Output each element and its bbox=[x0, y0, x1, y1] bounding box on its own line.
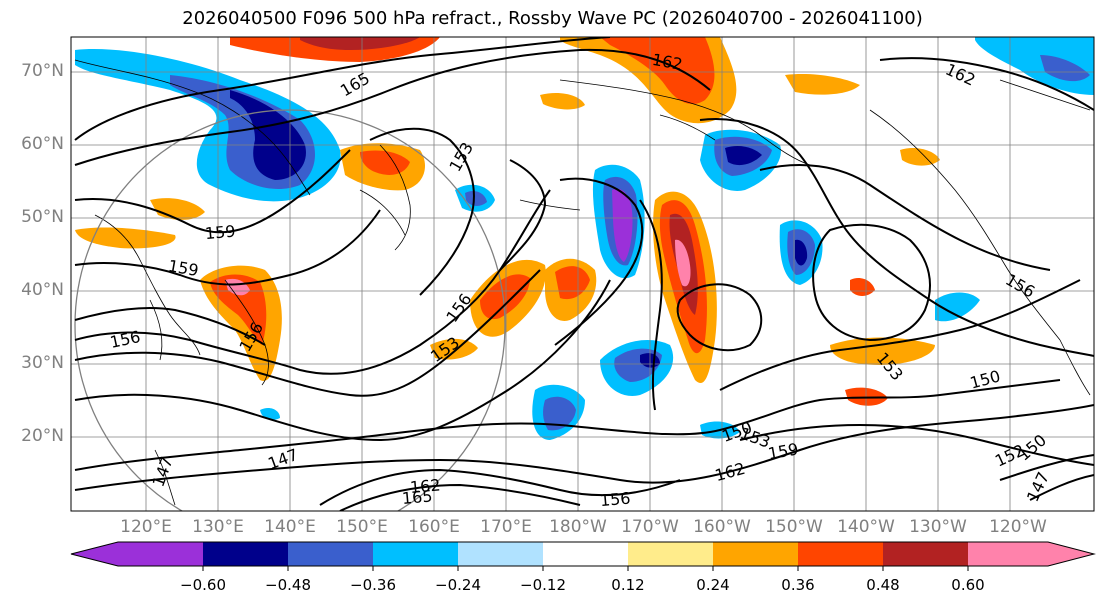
map-frame bbox=[70, 36, 1095, 512]
map-area bbox=[71, 37, 1094, 511]
reference-circle bbox=[74, 109, 506, 511]
colorbar-segment bbox=[798, 542, 883, 566]
colorbar-segment bbox=[203, 542, 288, 566]
colorbar bbox=[70, 541, 1096, 571]
colorbar-extend-right bbox=[1048, 542, 1094, 566]
contour-label: 165 bbox=[401, 486, 433, 508]
lon-label-140e: 140°E bbox=[264, 517, 316, 537]
contour-label: 162 bbox=[409, 475, 441, 497]
colorbar-tick-label: −0.48 bbox=[265, 576, 311, 594]
colorbar-segment bbox=[118, 542, 203, 566]
lon-label-140w: 140°W bbox=[837, 517, 895, 537]
lon-label-130e: 130°E bbox=[192, 517, 244, 537]
lon-label-180w: 180°W bbox=[549, 517, 607, 537]
lon-label-160e: 160°E bbox=[408, 517, 460, 537]
colorbar-segment bbox=[458, 542, 543, 566]
colorbar-segment bbox=[713, 542, 798, 566]
colorbar-outline bbox=[70, 541, 1096, 567]
lat-label-40n: 40°N bbox=[21, 280, 64, 300]
colorbar-tick-label: −0.12 bbox=[520, 576, 566, 594]
colorbar-segment bbox=[968, 542, 1048, 566]
colorbar-segment bbox=[373, 542, 458, 566]
colorbar-tick-label: −0.24 bbox=[435, 576, 481, 594]
colorbar-tick-label: 0.36 bbox=[781, 576, 815, 594]
lon-label-170e: 170°E bbox=[480, 517, 532, 537]
lon-label-120e: 120°E bbox=[120, 517, 172, 537]
lat-label-60n: 60°N bbox=[21, 134, 64, 154]
lon-label-170w: 170°W bbox=[621, 517, 679, 537]
contour-label: 156 bbox=[599, 489, 631, 511]
graticule bbox=[71, 37, 1094, 511]
colorbar-tick-label: 0.24 bbox=[696, 576, 730, 594]
map-title: 2026040500 F096 500 hPa refract., Rossby… bbox=[182, 8, 923, 29]
colorbar-tick-label: 0.60 bbox=[951, 576, 985, 594]
colorbar-extend-left bbox=[71, 542, 118, 566]
height-contours bbox=[74, 37, 1094, 511]
lat-label-30n: 30°N bbox=[21, 353, 64, 373]
lat-label-50n: 50°N bbox=[21, 207, 64, 227]
lat-label-20n: 20°N bbox=[21, 426, 64, 446]
colorbar-segment bbox=[628, 542, 713, 566]
colorbar-segment bbox=[543, 542, 628, 566]
colorbar-tick-label: −0.60 bbox=[180, 576, 226, 594]
lon-label-130w: 130°W bbox=[909, 517, 967, 537]
lon-label-120w: 120°W bbox=[989, 517, 1047, 537]
colorbar-segment bbox=[288, 542, 373, 566]
colorbar-tick-label: −0.36 bbox=[350, 576, 396, 594]
lon-label-150w: 150°W bbox=[765, 517, 823, 537]
colorbar-tick-label: 0.48 bbox=[866, 576, 900, 594]
lon-label-150e: 150°E bbox=[336, 517, 388, 537]
coastlines bbox=[74, 59, 1091, 506]
lon-label-160w: 160°W bbox=[693, 517, 751, 537]
lat-label-70n: 70°N bbox=[21, 61, 64, 81]
contour-label: 159 bbox=[204, 222, 236, 244]
colorbar-segment bbox=[883, 542, 968, 566]
colorbar-tick-label: 0.12 bbox=[611, 576, 645, 594]
